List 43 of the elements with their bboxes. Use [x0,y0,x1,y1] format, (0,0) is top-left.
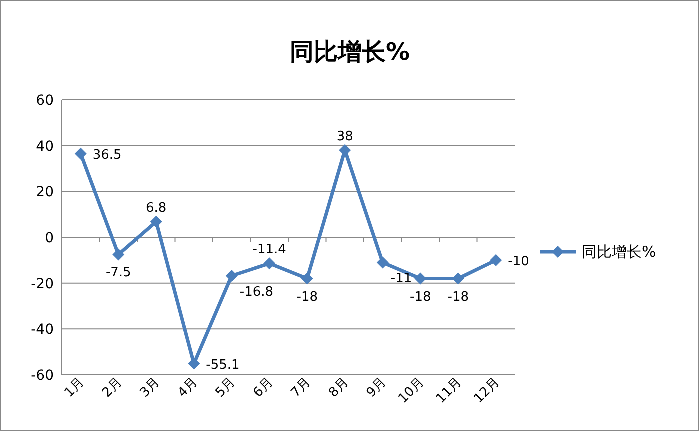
x-tick-label: 1月 [62,375,88,401]
y-tick-label: -60 [31,368,54,384]
data-label: -16.8 [240,285,274,300]
data-label: -55.1 [206,358,240,373]
point [74,148,87,160]
y-tick-label: 0 [45,230,54,246]
data-label: -7.5 [106,266,132,281]
x-tick-label: 8月 [326,375,352,401]
data-label: -10 [508,254,530,270]
point [150,216,162,228]
data-label: -11 [390,272,412,287]
chart-title: 同比增长% [290,38,410,66]
data-label: -18 [448,290,469,305]
data-label: 36.5 [92,148,122,163]
y-tick-label: -40 [31,322,54,338]
x-tick-label: 2月 [100,375,126,401]
point [376,256,389,269]
x-tick-label: 11月 [434,375,466,407]
point [339,144,352,156]
x-tick-label: 10月 [396,375,428,407]
y-tick-label: 60 [36,93,54,109]
x-tick-label: 7月 [288,375,314,401]
data-label: -18 [296,290,318,305]
x-tick-label: 12月 [471,375,503,407]
data-label: -11.4 [252,242,286,258]
x-tick-label: 9月 [364,375,390,401]
point [226,270,238,282]
x-tick-label: 5月 [213,375,239,401]
x-tick-label: 6月 [250,375,276,401]
point [301,272,314,285]
y-tick-label: 20 [36,184,54,201]
x-tick-label: 3月 [138,375,164,401]
point [264,258,276,270]
data-label: 6.8 [146,200,167,216]
y-tick-label: 40 [36,138,54,155]
point [188,358,200,370]
y-tick-label: -20 [31,276,54,292]
point [490,254,502,266]
data-label: 38 [336,129,354,144]
point [112,248,125,261]
x-tick-label: 4月 [175,375,201,401]
data-label: -18 [410,290,432,305]
legend-label: 同比增长% [582,243,656,261]
